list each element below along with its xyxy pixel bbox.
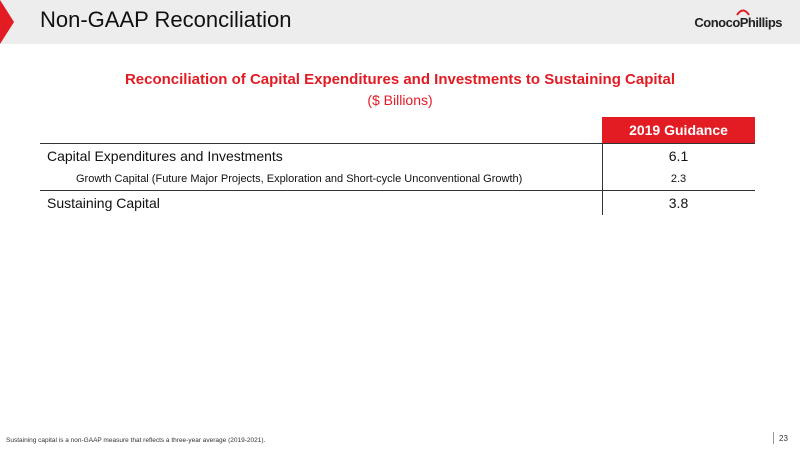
- page-number-divider: [773, 432, 774, 444]
- row-value-capex: 6.1: [668, 148, 689, 164]
- red-triangle-accent: [0, 0, 14, 44]
- page-number: 23: [779, 434, 788, 443]
- logo-flame-icon: [736, 9, 751, 16]
- table-title: Reconciliation of Capital Expenditures a…: [124, 71, 676, 88]
- footnote: Sustaining capital is a non-GAAP measure…: [6, 437, 266, 444]
- column-divider: [602, 143, 603, 215]
- table-middle-rule: [40, 190, 755, 191]
- table-subtitle: ($ Billions): [367, 92, 433, 108]
- logo-text: ConocoPhillips: [694, 15, 782, 30]
- row-label-growth-capital: Growth Capital (Future Major Projects, E…: [76, 173, 523, 185]
- row-value-growth-capital: 2.3: [670, 173, 687, 185]
- row-value-sustaining-capital: 3.8: [668, 195, 689, 211]
- table-top-rule: [40, 143, 755, 144]
- page-title: Non-GAAP Reconciliation: [40, 7, 292, 32]
- company-logo: ConocoPhillips: [694, 9, 782, 34]
- row-label-capex: Capital Expenditures and Investments: [47, 148, 283, 164]
- column-header-2019-guidance: 2019 Guidance: [602, 117, 755, 143]
- row-label-sustaining-capital: Sustaining Capital: [47, 195, 160, 211]
- header-bar: Non-GAAP Reconciliation ConocoPhillips: [0, 0, 800, 44]
